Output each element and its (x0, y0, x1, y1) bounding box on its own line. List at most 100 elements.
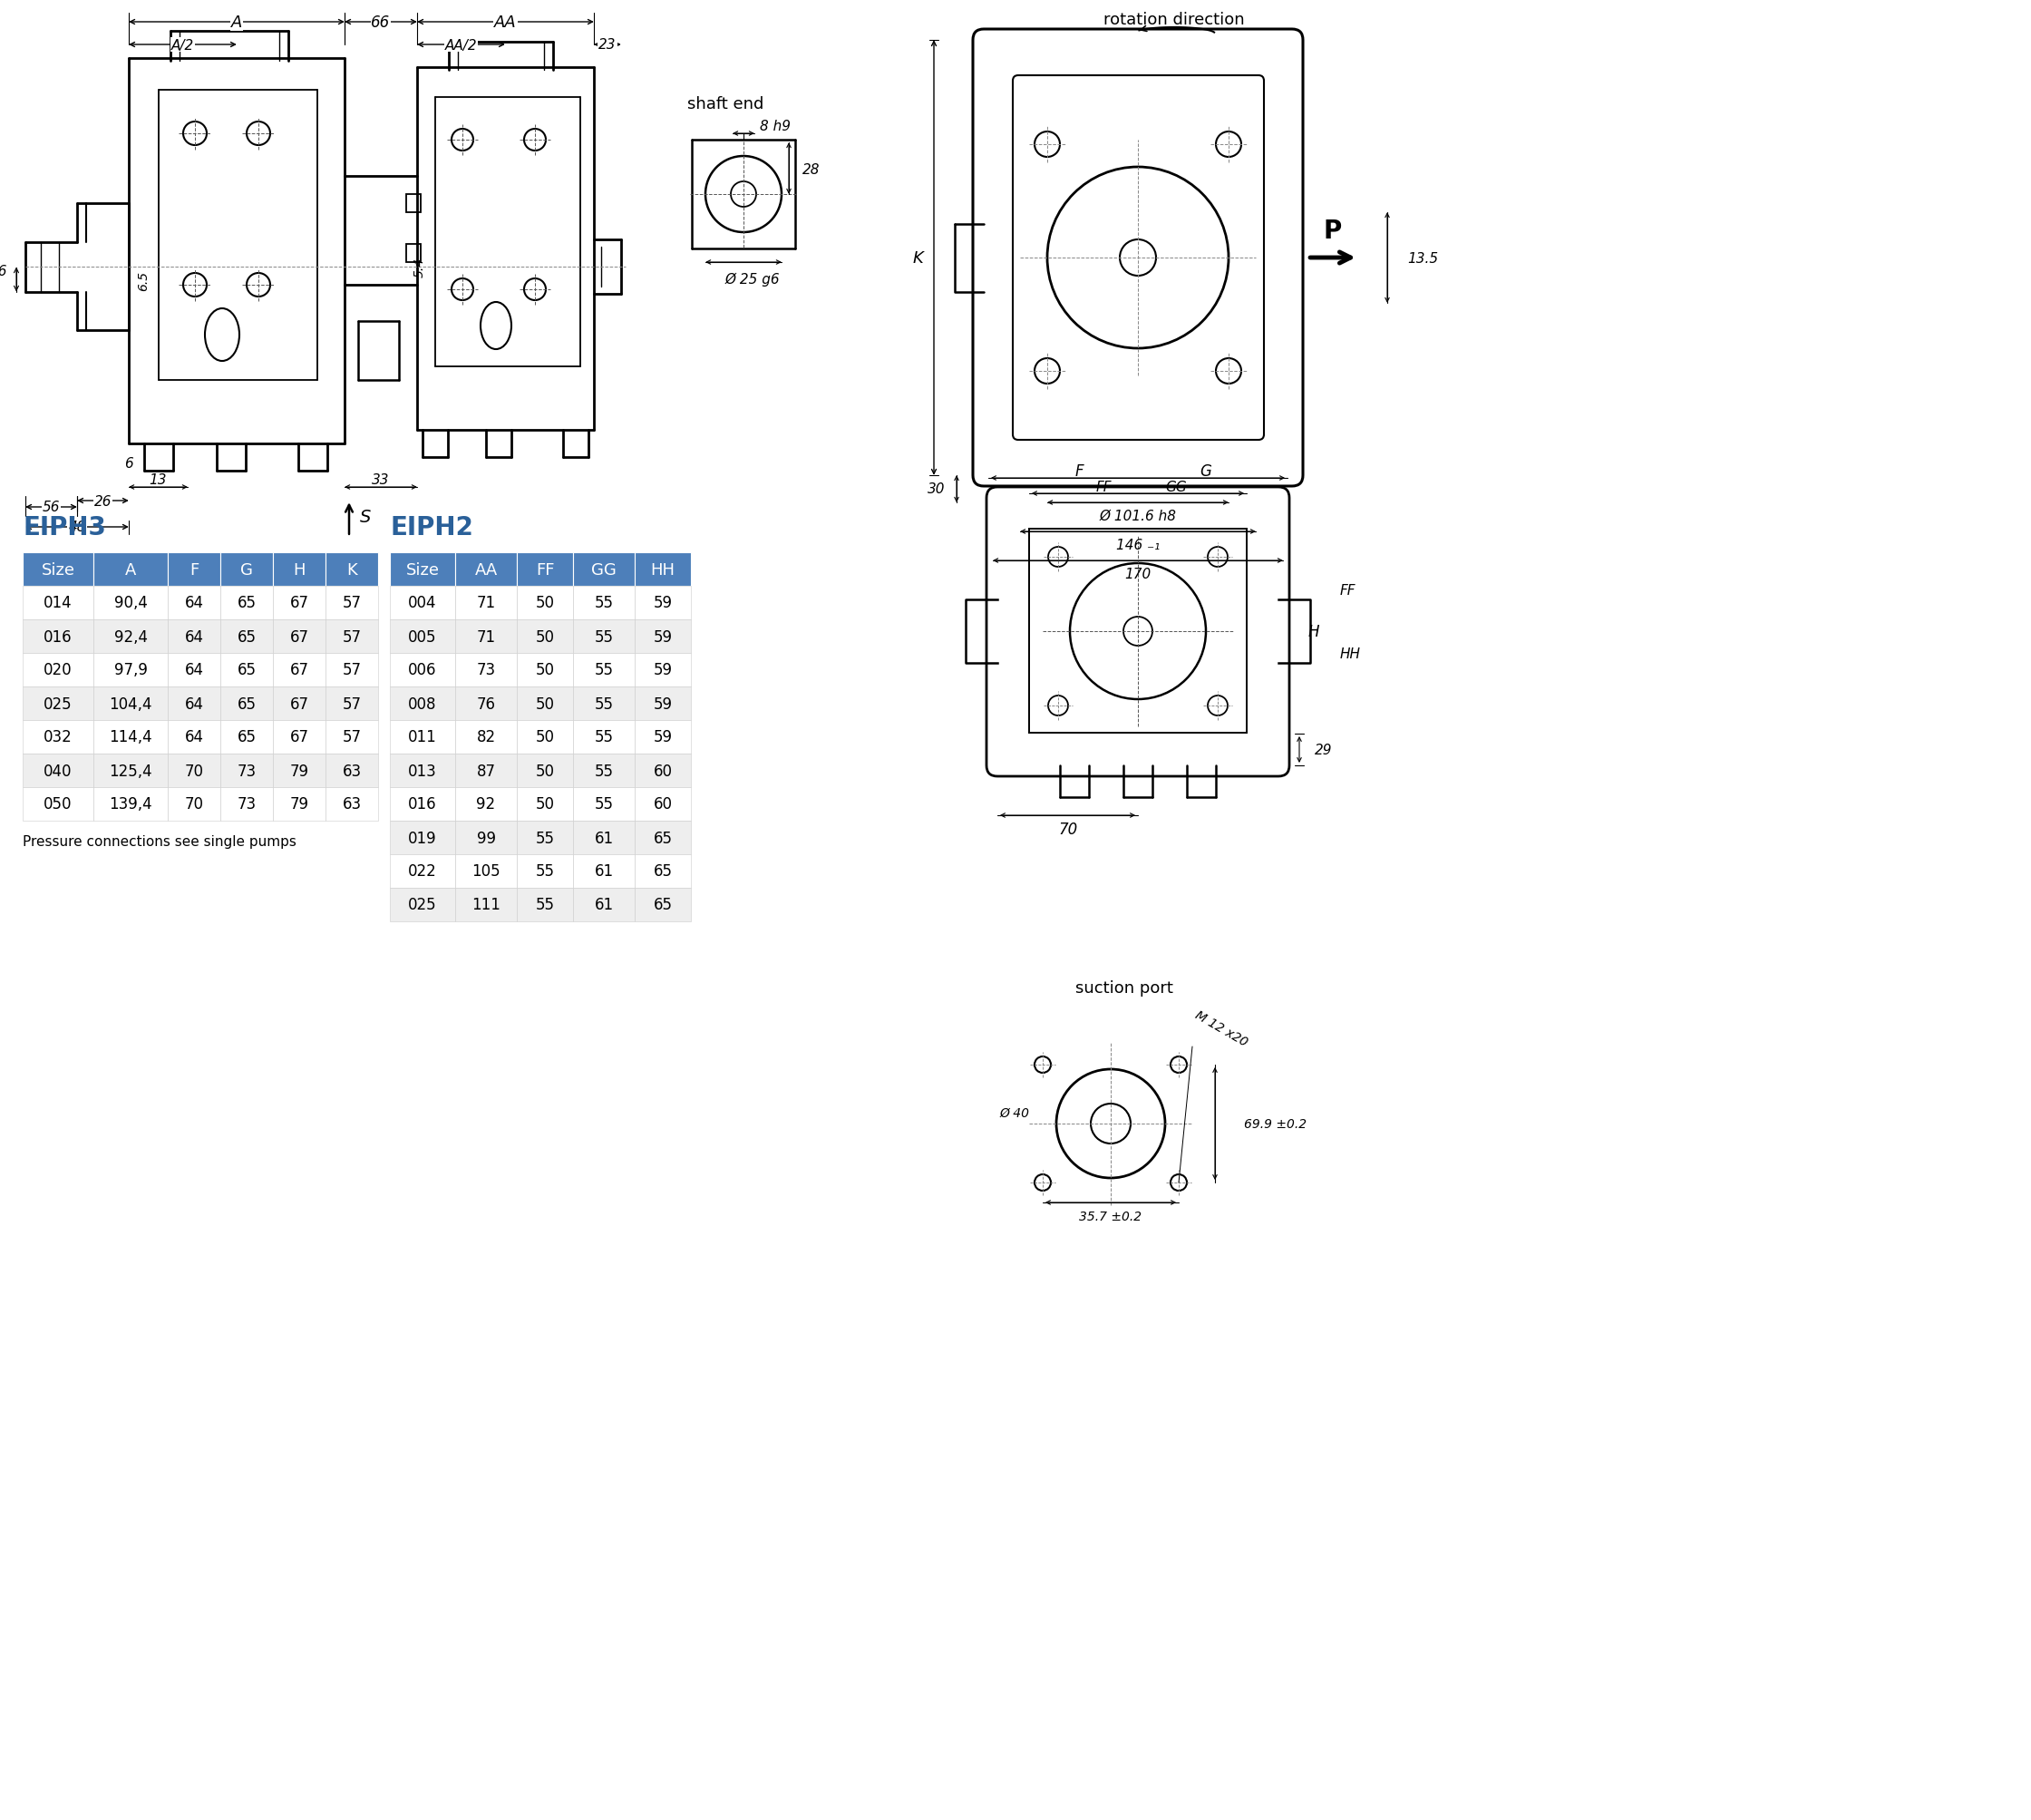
Bar (455, 888, 516, 921)
Text: 67: 67 (290, 595, 309, 612)
Bar (516, 586, 573, 621)
Bar (169, 753, 219, 788)
Text: 006: 006 (408, 662, 437, 679)
Text: 114,4: 114,4 (110, 730, 152, 746)
Text: rotation direction: rotation direction (1103, 11, 1245, 27)
Text: HH: HH (650, 562, 674, 577)
Text: 050: 050 (45, 797, 73, 812)
Bar (169, 621, 219, 653)
Bar (516, 621, 573, 653)
Text: 146 ₋₁: 146 ₋₁ (1115, 539, 1160, 551)
Bar (325, 753, 378, 788)
Text: shaft end: shaft end (686, 96, 764, 113)
Text: 6: 6 (124, 457, 134, 471)
Text: 013: 013 (408, 763, 437, 779)
Text: 50: 50 (536, 695, 554, 712)
Text: 64: 64 (185, 730, 203, 746)
Bar (93, 653, 169, 686)
Text: A: A (232, 15, 242, 31)
Text: 005: 005 (408, 628, 437, 644)
Bar (573, 821, 636, 855)
Text: 29: 29 (1314, 744, 1332, 757)
Bar (219, 753, 272, 788)
Text: 025: 025 (45, 695, 73, 712)
Text: 30: 30 (926, 482, 944, 497)
Bar (325, 653, 378, 686)
Bar (516, 721, 573, 753)
Text: 70: 70 (185, 763, 203, 779)
Bar (272, 586, 325, 621)
Text: 55: 55 (536, 830, 554, 846)
Text: Size: Size (406, 562, 439, 577)
Text: 57: 57 (343, 628, 362, 644)
Text: 63: 63 (341, 763, 362, 779)
Text: 61: 61 (595, 897, 613, 914)
Text: A/2: A/2 (171, 38, 195, 53)
Text: G: G (1200, 462, 1213, 479)
Text: 016: 016 (45, 628, 73, 644)
Text: 50: 50 (536, 662, 554, 679)
Bar (390, 788, 455, 821)
Text: 70: 70 (185, 797, 203, 812)
Text: 50: 50 (536, 628, 554, 644)
Text: 71: 71 (477, 628, 496, 644)
Bar (325, 788, 378, 821)
Text: 019: 019 (408, 830, 437, 846)
Text: 55: 55 (595, 628, 613, 644)
Text: 35.7 ±0.2: 35.7 ±0.2 (1078, 1210, 1141, 1223)
Text: 55: 55 (595, 662, 613, 679)
Text: AA: AA (494, 15, 516, 31)
Text: 79: 79 (290, 797, 309, 812)
Text: 59: 59 (654, 730, 672, 746)
Bar (22, 621, 93, 653)
Bar (390, 753, 455, 788)
Bar (272, 721, 325, 753)
Text: 65: 65 (238, 662, 256, 679)
Bar (93, 586, 169, 621)
Text: H: H (1308, 624, 1320, 641)
Bar (390, 586, 455, 621)
Bar (516, 788, 573, 821)
Bar (390, 686, 455, 721)
Bar (390, 888, 455, 921)
Text: 97,9: 97,9 (114, 662, 148, 679)
Bar (573, 553, 636, 586)
Text: 33: 33 (372, 473, 390, 488)
Bar (272, 621, 325, 653)
Bar (455, 686, 516, 721)
Text: Pressure connections see single pumps: Pressure connections see single pumps (22, 834, 297, 848)
Text: AA/2: AA/2 (445, 38, 477, 53)
Text: 65: 65 (654, 863, 672, 879)
Text: Ø 101.6 h8: Ø 101.6 h8 (1099, 510, 1176, 522)
Bar (636, 686, 691, 721)
Text: FF: FF (1095, 480, 1111, 495)
Text: 87: 87 (477, 763, 496, 779)
Text: 104,4: 104,4 (110, 695, 152, 712)
Bar (636, 721, 691, 753)
Bar (219, 686, 272, 721)
Text: 73: 73 (238, 763, 256, 779)
Text: 55: 55 (595, 730, 613, 746)
Text: 57: 57 (343, 595, 362, 612)
Bar (169, 788, 219, 821)
Bar (636, 821, 691, 855)
Text: 67: 67 (290, 662, 309, 679)
Text: 020: 020 (45, 662, 73, 679)
Bar (573, 753, 636, 788)
Bar (573, 855, 636, 888)
Text: S: S (359, 508, 372, 526)
Bar (516, 553, 573, 586)
Text: 65: 65 (238, 730, 256, 746)
Text: HH: HH (1340, 648, 1361, 661)
Text: 76: 76 (477, 695, 496, 712)
Text: G: G (240, 562, 254, 577)
Text: 111: 111 (471, 897, 500, 914)
Text: M 12 x20: M 12 x20 (1192, 1008, 1249, 1048)
Bar (272, 553, 325, 586)
Text: A: A (126, 562, 136, 577)
Bar (406, 195, 420, 213)
Text: 55: 55 (595, 695, 613, 712)
Bar (93, 788, 169, 821)
Bar (93, 621, 169, 653)
Text: F: F (189, 562, 199, 577)
